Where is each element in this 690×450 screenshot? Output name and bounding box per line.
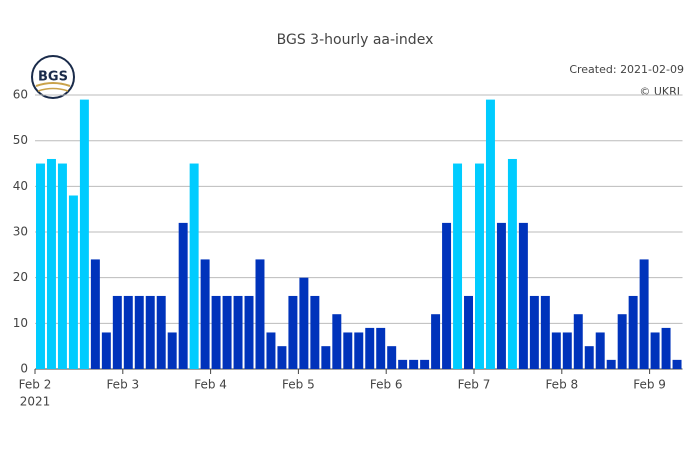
- bar: [277, 346, 287, 369]
- bar: [343, 332, 353, 369]
- bar: [200, 259, 210, 369]
- bar: [398, 359, 408, 369]
- bar: [387, 346, 397, 369]
- bar: [584, 346, 594, 369]
- bar: [485, 99, 495, 369]
- bar: [310, 295, 320, 369]
- bar: [90, 259, 100, 369]
- bar: [540, 295, 550, 369]
- bar: [167, 332, 177, 369]
- bar: [464, 295, 473, 369]
- bar: [36, 163, 45, 369]
- x-year-label: 2021: [20, 395, 51, 409]
- x-tick-label: Feb 5: [282, 378, 315, 392]
- y-tick-label: 60: [13, 88, 28, 102]
- bar: [551, 332, 561, 369]
- x-tick-label: Feb 9: [633, 378, 666, 392]
- bar: [496, 222, 506, 369]
- y-tick-label: 10: [13, 316, 28, 330]
- bar: [529, 295, 539, 369]
- bar: [628, 295, 638, 369]
- bar: [288, 295, 298, 369]
- bar: [376, 327, 386, 369]
- bar: [134, 295, 144, 369]
- x-tick-label: Feb 3: [106, 378, 139, 392]
- bar: [57, 163, 67, 369]
- bar: [661, 327, 671, 369]
- x-tick-label: Feb 2: [19, 378, 52, 392]
- bar: [475, 163, 484, 369]
- x-tick-label: Feb 6: [370, 378, 403, 392]
- bar: [68, 195, 78, 369]
- bar: [189, 163, 199, 369]
- bar: [606, 359, 616, 369]
- bar: [46, 158, 56, 369]
- bar: [222, 295, 232, 369]
- bar: [650, 332, 660, 369]
- bar: [233, 295, 243, 369]
- bar: [79, 99, 89, 369]
- bar: [595, 332, 605, 369]
- bar: [332, 314, 342, 369]
- bar: [211, 295, 221, 369]
- y-tick-label: 30: [13, 225, 28, 239]
- bar: [244, 295, 254, 369]
- bar: [156, 295, 166, 369]
- chart-title: BGS 3-hourly aa-index: [277, 32, 434, 48]
- bar: [321, 346, 331, 369]
- bar: [266, 332, 276, 369]
- bar: [617, 314, 627, 369]
- bar: [409, 359, 419, 369]
- bar: [672, 359, 682, 369]
- bar: [442, 222, 452, 369]
- annotation: © UKRI: [639, 85, 680, 98]
- bar: [573, 314, 583, 369]
- bar: [123, 295, 133, 369]
- bar: [453, 163, 463, 369]
- x-tick-label: Feb 4: [194, 378, 227, 392]
- bar: [562, 332, 572, 369]
- logo: BGS: [31, 55, 75, 99]
- logo-text: BGS: [38, 70, 68, 85]
- annotation: Created: 2021-02-09: [569, 63, 684, 76]
- bar: [639, 259, 649, 369]
- bar: [431, 314, 441, 369]
- bar: [255, 259, 265, 369]
- y-tick-label: 20: [13, 270, 28, 284]
- bar: [420, 359, 430, 369]
- x-tick-label: Feb 8: [545, 378, 578, 392]
- bar: [101, 332, 111, 369]
- bar: [365, 327, 375, 369]
- bar: [518, 222, 528, 369]
- bar: [112, 295, 122, 369]
- bar: [178, 222, 188, 369]
- bar: [507, 158, 517, 369]
- bar: [354, 332, 364, 369]
- y-tick-label: 50: [13, 133, 28, 147]
- y-tick-label: 0: [20, 362, 28, 376]
- bar: [145, 295, 155, 369]
- x-tick-label: Feb 7: [458, 378, 491, 392]
- y-tick-label: 40: [13, 179, 28, 193]
- bar: [299, 277, 309, 369]
